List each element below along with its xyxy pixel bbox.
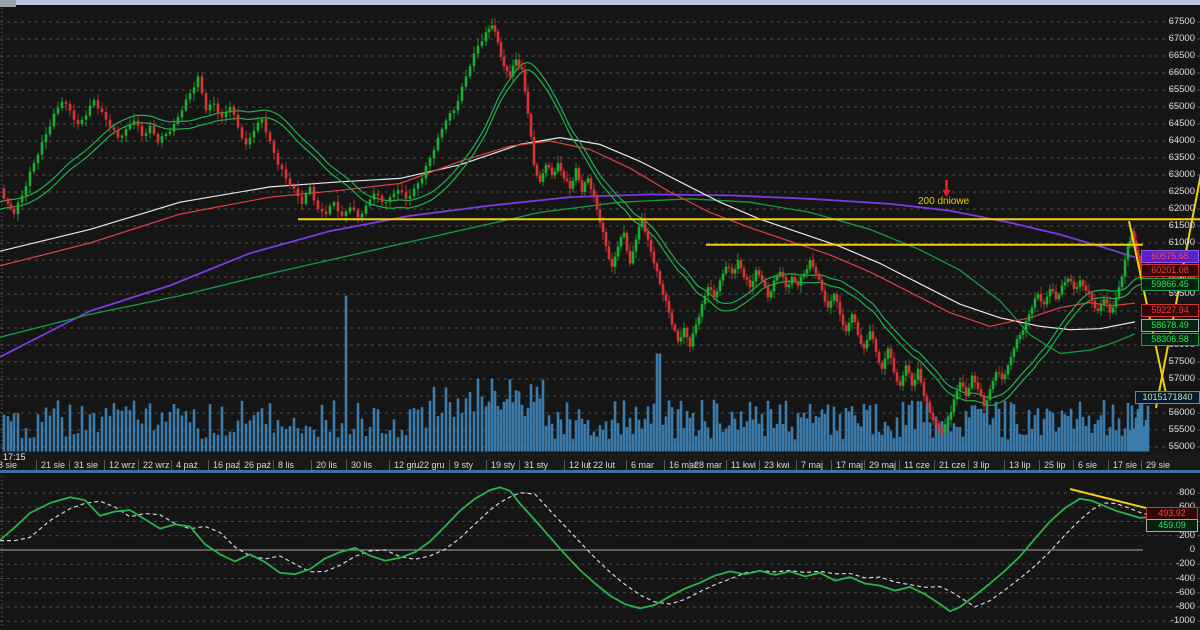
window-top-strip: [0, 0, 1200, 5]
date-axis-strip: [0, 452, 1200, 471]
arrow-down-icon: [942, 180, 951, 197]
window-corner-tab: [0, 0, 16, 7]
panel-separator-line: [0, 470, 1200, 473]
